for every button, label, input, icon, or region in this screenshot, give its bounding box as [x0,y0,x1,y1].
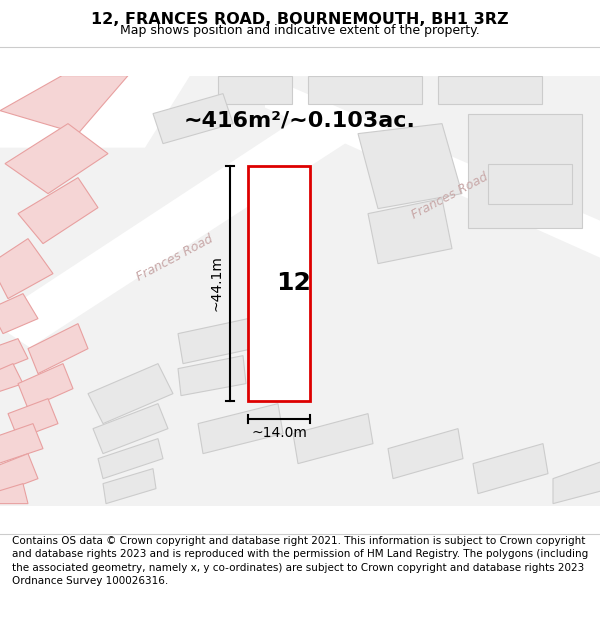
Polygon shape [218,76,292,104]
Polygon shape [0,424,43,464]
Text: Contains OS data © Crown copyright and database right 2021. This information is : Contains OS data © Crown copyright and d… [12,536,588,586]
Polygon shape [198,404,283,454]
Polygon shape [0,76,600,506]
Text: Map shows position and indicative extent of the property.: Map shows position and indicative extent… [120,24,480,36]
Polygon shape [0,239,53,299]
Polygon shape [93,404,168,454]
Text: 12, FRANCES ROAD, BOURNEMOUTH, BH1 3RZ: 12, FRANCES ROAD, BOURNEMOUTH, BH1 3RZ [91,12,509,27]
Polygon shape [0,484,28,504]
Polygon shape [178,319,253,364]
Polygon shape [388,429,463,479]
Polygon shape [293,414,373,464]
Polygon shape [368,199,452,264]
Text: Frances Road: Frances Road [134,232,215,283]
Polygon shape [8,399,58,439]
Polygon shape [28,324,88,374]
Polygon shape [98,439,163,479]
Polygon shape [0,339,28,371]
Polygon shape [553,459,600,504]
Polygon shape [488,164,572,204]
Polygon shape [0,294,38,334]
Polygon shape [358,124,462,209]
Text: 12: 12 [277,271,311,295]
Polygon shape [0,454,38,494]
Polygon shape [88,364,173,424]
Polygon shape [18,177,98,244]
Polygon shape [153,94,233,144]
Text: ~14.0m: ~14.0m [251,426,307,439]
Polygon shape [5,124,108,194]
Polygon shape [473,444,548,494]
Polygon shape [0,364,23,394]
Polygon shape [308,76,422,104]
Polygon shape [18,364,73,409]
Polygon shape [248,166,310,401]
Polygon shape [178,356,246,396]
Polygon shape [468,114,582,228]
Polygon shape [438,76,542,104]
Text: Frances Road: Frances Road [410,170,490,221]
Polygon shape [265,76,600,258]
Text: ~416m²/~0.103ac.: ~416m²/~0.103ac. [184,111,416,131]
Polygon shape [0,76,128,134]
Polygon shape [0,101,365,348]
Polygon shape [0,76,190,148]
Text: ~44.1m: ~44.1m [209,255,223,311]
Polygon shape [103,469,156,504]
